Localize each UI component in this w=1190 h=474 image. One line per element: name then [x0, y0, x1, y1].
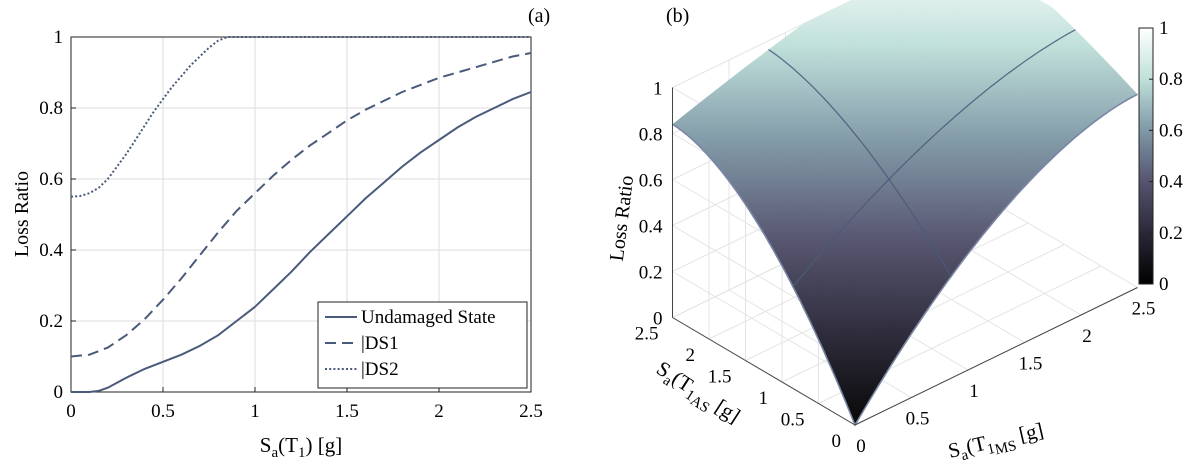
series-line — [70, 52, 532, 358]
y-tick-label: 0.5 — [781, 410, 805, 431]
y-tick-label: 0.2 — [39, 311, 63, 332]
y-tick-label: 0 — [54, 382, 64, 403]
z-tick-label: 0.6 — [639, 171, 663, 192]
z-tick-label: 0.2 — [639, 263, 663, 284]
x-axis-label: Sa(T1) [g] — [260, 433, 342, 461]
series-line — [70, 36, 531, 198]
z-tick-label: 1 — [653, 79, 663, 100]
colorbar: 0 0.2 0.4 0.6 0.8 1 — [1138, 18, 1183, 295]
x-tick-label: 1.5 — [335, 401, 359, 422]
axis-line — [672, 317, 856, 426]
z-tick-label: 0.8 — [639, 125, 663, 146]
z-axis-label: Loss Ratio — [606, 174, 638, 262]
series-lines — [70, 36, 532, 393]
axes-3d — [672, 87, 1138, 426]
series-line — [71, 91, 532, 393]
y-tick-label: 0.4 — [39, 240, 63, 261]
z-tick-label: 0 — [653, 309, 663, 330]
colorbar-gradient — [1138, 27, 1154, 285]
y-tick-label: 1 — [759, 388, 769, 409]
axis-ticks: 00.511.522.500.511.522.500.20.40.60.81 — [635, 79, 1156, 458]
surface-crease-line — [792, 29, 1076, 288]
y-tick-label: 2.5 — [635, 324, 659, 345]
x-tick-label: 1.5 — [1019, 354, 1043, 375]
colorbar-tick-label: 0.2 — [1159, 223, 1183, 244]
panel-label-b: (b) — [666, 5, 689, 27]
colorbar-tick-label: 1 — [1159, 18, 1169, 39]
surface-chart-panel-b: (b) 00.511.522.500.511.522.500.20.40.60.… — [606, 0, 1183, 469]
grid-line — [672, 0, 854, 88]
legend-entry: |DS1 — [361, 333, 399, 354]
panel-label-a: (a) — [528, 5, 550, 27]
x-tick-label: 1 — [969, 381, 979, 402]
line-chart-panel-a: 0 0.5 1 1.5 2 2.5 0 0.2 0.4 0.6 0.8 1 (a) Loss Rati… — [11, 5, 550, 461]
x-tick-label: 1 — [250, 401, 260, 422]
axis-ticks: 0 0.5 1 1.5 2 2.5 0 0.2 0.4 0.6 0.8 1 — [39, 27, 543, 422]
x-tick-label: 2.5 — [1132, 299, 1156, 320]
surface-crease-line — [768, 48, 952, 277]
loss-surface — [672, 0, 1138, 425]
colorbar-tick-label: 0.4 — [1159, 172, 1183, 193]
x-tick-label: 0 — [856, 436, 866, 457]
y-tick-label: 0.8 — [39, 98, 63, 119]
y-tick-label: 1.5 — [708, 367, 732, 388]
x-tick-label: 2 — [1082, 326, 1092, 347]
y-tick-label: 2 — [686, 345, 696, 366]
x-tick-label: 0.5 — [151, 401, 175, 422]
x-tick-label: 2 — [434, 401, 444, 422]
axis-line — [854, 287, 1138, 426]
x-tick-label: 0.5 — [906, 409, 930, 430]
colorbar-tick-label: 0.8 — [1159, 69, 1183, 90]
colorbar-tick-label: 0 — [1159, 274, 1169, 295]
y-tick-label: 1 — [54, 27, 64, 48]
x-tick-label: 0 — [66, 401, 76, 422]
x-tick-label: 2.5 — [519, 401, 543, 422]
y-tick-label: 0.6 — [39, 169, 63, 190]
z-tick-label: 0.4 — [639, 217, 663, 238]
y-axis-label: Loss Ratio — [11, 171, 33, 257]
x-axis-label: Sa(T1MS [g] — [946, 418, 1047, 469]
colorbar-tick-label: 0.6 — [1159, 120, 1183, 141]
legend-entry: Undamaged State — [361, 307, 496, 328]
y-tick-label: 0 — [832, 431, 842, 452]
legend: Undamaged State |DS1 |DS2 — [317, 301, 528, 389]
legend-entry: |DS2 — [361, 359, 399, 380]
